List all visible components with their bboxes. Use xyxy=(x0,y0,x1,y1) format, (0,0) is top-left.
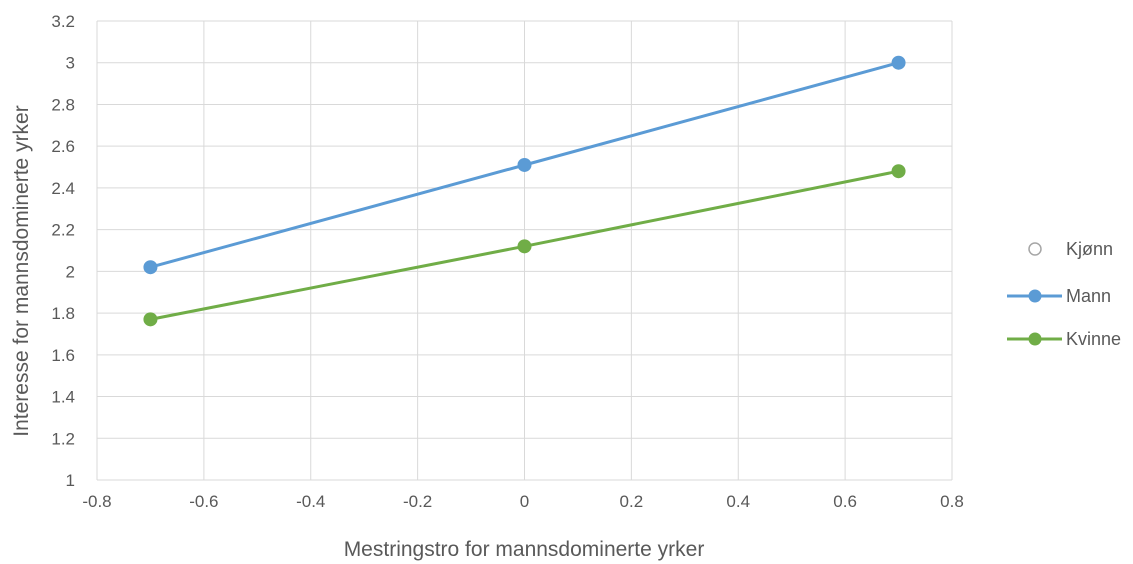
y-tick-label: 2.8 xyxy=(51,95,75,114)
data-point-mann xyxy=(517,157,532,172)
y-tick-label: 2 xyxy=(66,262,75,281)
x-tick-labels: -0.8 -0.6 -0.4 -0.2 0 0.2 0.4 0.6 0.8 xyxy=(82,492,963,511)
y-tick-label: 1 xyxy=(66,471,75,490)
legend-mann-label: Mann xyxy=(1066,286,1111,306)
x-tick-label: -0.4 xyxy=(296,492,325,511)
y-tick-label: 1.2 xyxy=(51,429,75,448)
x-tick-label: 0.6 xyxy=(833,492,857,511)
data-point-kvinne xyxy=(891,164,906,179)
legend-title: Kjønn xyxy=(1066,239,1113,259)
y-tick-label: 1.8 xyxy=(51,304,75,323)
y-tick-label: 3.2 xyxy=(51,12,75,31)
y-tick-label: 2.6 xyxy=(51,137,75,156)
data-point-kvinne xyxy=(143,312,158,327)
series-layer xyxy=(143,55,906,327)
legend: Kjønn Mann Kvinne xyxy=(1007,239,1121,349)
data-point-mann xyxy=(891,55,906,70)
x-tick-label: 0.2 xyxy=(620,492,644,511)
y-tick-label: 2.4 xyxy=(51,179,75,198)
y-axis-title: Interesse for mannsdominerte yrker xyxy=(10,105,33,436)
data-point-kvinne xyxy=(517,239,532,254)
x-tick-label: 0.4 xyxy=(726,492,750,511)
y-tick-label: 2.2 xyxy=(51,221,75,240)
legend-mann-marker xyxy=(1028,289,1042,303)
legend-kvinne-marker xyxy=(1028,332,1042,346)
x-axis-title: Mestringstro for mannsdominerte yrker xyxy=(344,538,705,561)
legend-kjonn-marker xyxy=(1028,242,1042,256)
x-tick-label: 0.8 xyxy=(940,492,964,511)
data-point-mann xyxy=(143,260,158,275)
y-tick-label: 1.6 xyxy=(51,346,75,365)
x-tick-label: -0.2 xyxy=(403,492,432,511)
y-tick-label: 3 xyxy=(66,54,75,73)
x-tick-label: -0.6 xyxy=(189,492,218,511)
horizontal-gridlines xyxy=(97,20,952,481)
y-tick-label: 1.4 xyxy=(51,388,75,407)
y-tick-labels: 1 1.2 1.4 1.6 1.8 2 2.2 2.4 2.6 2.8 3 3.2 xyxy=(51,12,75,490)
legend-kvinne-label: Kvinne xyxy=(1066,329,1121,349)
x-tick-label: -0.8 xyxy=(82,492,111,511)
x-tick-label: 0 xyxy=(520,492,529,511)
